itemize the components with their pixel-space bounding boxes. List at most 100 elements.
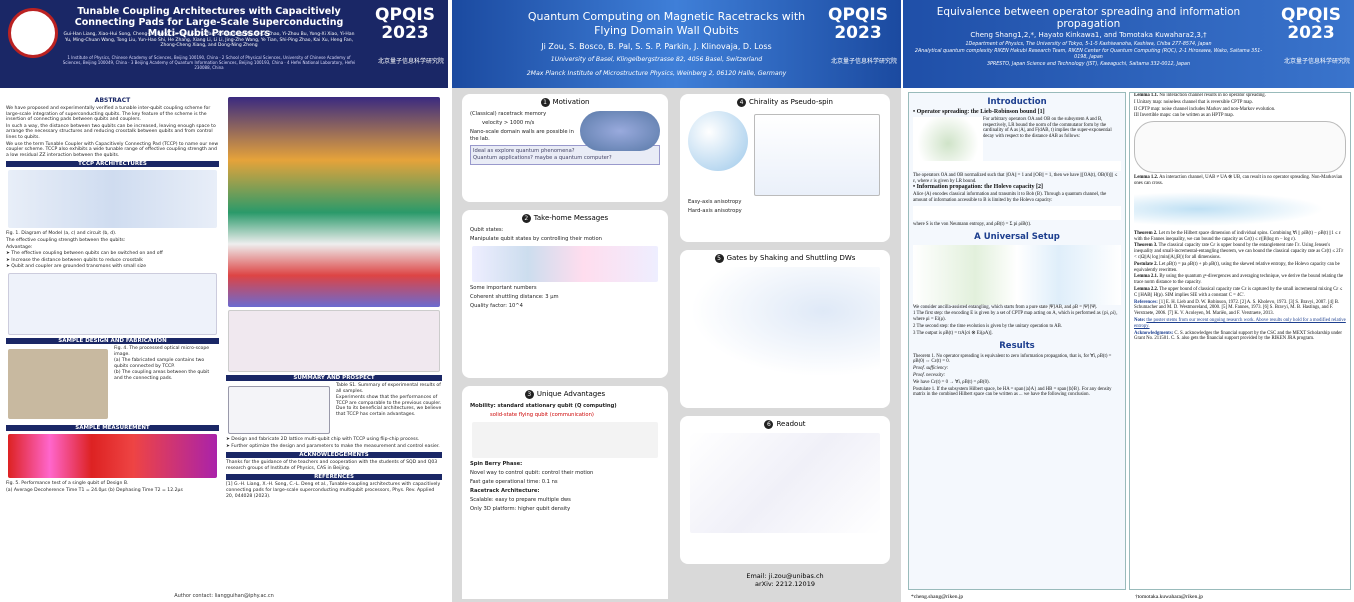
text: ➤ The effective coupling between qubits … [6, 251, 163, 257]
text: Proof. necessity: [913, 372, 946, 378]
panel-number: 3 [524, 390, 534, 399]
heading: Results [999, 340, 1035, 351]
header: Quantum Computing on Magnetic Racetracks… [452, 0, 901, 88]
authors: Gui-Han Liang, Xiao-Hui Song, Cheng-Lin … [63, 32, 355, 48]
header: Tunable Coupling Architectures with Capa… [0, 0, 448, 88]
heading: ACKNOWLEDGEMENTS [226, 452, 442, 459]
text: Spin Berry Phase: [470, 461, 523, 467]
text: • Operator spreading: the Lieb-Robinson … [913, 109, 1045, 115]
text: For arbitrary operators OA and OB on the… [983, 116, 1112, 140]
text: We consider ancilla-assisted entangling,… [913, 304, 1098, 310]
figure [228, 97, 440, 307]
column: 4 Chirality as Pseudo-spin Easy-axis anis… [680, 94, 890, 599]
text: In such a way, the distance between two … [6, 123, 216, 140]
content: Introduction • Operator spreading: the L… [909, 97, 1125, 398]
heading: A Universal Setup [974, 231, 1060, 242]
column: Lemma 1.1. No interaction channel result… [1129, 92, 1351, 590]
org: 北京量子信息科学研究院 [377, 58, 444, 65]
figure [580, 111, 660, 151]
figure [913, 244, 1121, 305]
text: We use the term Tunable Coupler with Cap… [6, 141, 219, 158]
text: Qubit states: [470, 227, 504, 233]
poster: Equivalence between operator spreading a… [903, 0, 1354, 602]
text: Let m be the Hilbert space dimension of … [1134, 230, 1341, 242]
authors: Cheng Shang1,2,*, Hayato Kinkawa1, and T… [970, 31, 1207, 39]
text: Alice (A) encodes classical information … [913, 192, 1107, 203]
panel-heading: 6 Readout [688, 420, 882, 429]
figure [8, 272, 217, 335]
text: solid-state flying qubit (communication) [490, 412, 594, 418]
panel-title: Unique Advantages [536, 390, 606, 398]
text: The effective coupling strength between … [6, 237, 126, 243]
text: The upper bound of classical capacity ra… [1134, 286, 1343, 298]
text: An interaction channel, UAB ≠ UA ⊗ UB, c… [1134, 175, 1343, 186]
text: Thanks for the guidance of the teachers … [226, 460, 438, 471]
heading: ABSTRACT [94, 97, 131, 104]
panel-title: Take-home Messages [533, 214, 609, 222]
text: Fig. 4. The processed optical micro-scop… [114, 345, 210, 357]
text: Theorem 1. No operator spreading is equi… [913, 353, 1112, 365]
figure [472, 246, 658, 282]
text: the poster stems from our recent ongoing… [1134, 317, 1346, 329]
panel-heading: 4 Chirality as Pseudo-spin [688, 98, 882, 107]
text: ➤ Design and fabricate 2D lattice multi-… [226, 437, 420, 442]
heading: SAMPLE MEASUREMENT [6, 424, 219, 431]
panel-number: 2 [521, 214, 531, 223]
text: Quality factor: 10^4 [470, 303, 523, 309]
email: Email: ji.zou@unibas.ch [746, 572, 824, 580]
label: Lemma 1.2. [1134, 175, 1159, 181]
text: (a) The fabricated sample contains two q… [114, 358, 205, 369]
column: ABSTRACT We have proposed and experiment… [6, 94, 219, 592]
label: References: [1134, 299, 1158, 305]
row [688, 111, 882, 199]
logo [8, 8, 58, 58]
label: Lemma 2.2. [1134, 286, 1159, 292]
label: Postulate 2. [1134, 261, 1158, 267]
text: ➤ Qubit and coupler are grounded transmo… [6, 264, 147, 270]
column: Introduction • Operator spreading: the L… [908, 92, 1126, 590]
panel-heading: 3 Unique Advantages [470, 390, 660, 399]
figure [690, 433, 880, 533]
label: Lemma 2.1. [1134, 274, 1159, 280]
figure [690, 267, 880, 377]
footer: Author contact: liangguihan@iphy.ac.cn [174, 593, 274, 599]
badge: QPQIS 2023 [375, 5, 435, 43]
text: Let ρB(t) = pa ρB(t) + pb ρB(t), using t… [1134, 261, 1340, 273]
text: Coherent shuttling distance: 3 μm [470, 294, 559, 300]
panel-heading: 5 Gates by Shaking and Shuttling DWs [688, 254, 882, 263]
text: (a) Average Decoherence Time T1 = 24.0μs… [6, 487, 183, 493]
text: 2 The second step: the time evolution is… [913, 323, 1062, 329]
text: Hard-axis anisotropy [688, 208, 742, 214]
text: Advantage: [6, 244, 33, 250]
text: Some important numbers [470, 285, 537, 291]
figure [688, 111, 748, 171]
text: Nano-scale domain walls are possible in … [470, 129, 574, 142]
text: Fig. 5. Performance test of a single qub… [6, 480, 129, 486]
title: Equivalence between operator spreading a… [936, 6, 1241, 30]
text: • Information propagation: the Holevo ca… [913, 184, 1043, 191]
figure [228, 310, 440, 372]
column: SUMMARY AND PROSPECT Table S1. Summary o… [226, 94, 442, 592]
affiliation: 1Department of Physics, The University o… [965, 42, 1212, 47]
heading: REFERENCES [226, 474, 442, 481]
panel-title: Motivation [552, 98, 590, 106]
badge: QPQIS 2023 [1281, 5, 1341, 43]
contact: †tomotaka.kuwahara@riken.jp [1135, 594, 1203, 600]
panel-heading: 1 Motivation [470, 98, 660, 107]
text: Experiments show that the performances o… [336, 395, 442, 417]
panel: 4 Chirality as Pseudo-spin Easy-axis anis… [680, 94, 890, 242]
title: Tunable Coupling Architectures with Capa… [74, 6, 344, 39]
text: Fig. 1. Diagram of Model (a, c) and circ… [6, 231, 117, 237]
figure [8, 433, 217, 478]
text: 3 The output is ρB(t) = trA[σi ⊗ Ei(ρA)]… [913, 330, 993, 336]
text: velocity > 1000 m/s [482, 120, 535, 126]
poster: Tunable Coupling Architectures with Capa… [0, 0, 448, 602]
text: Proof. sufficiency: [913, 366, 949, 372]
label: Note: [1134, 317, 1146, 323]
text: III Invertible maps: can be written as a… [1134, 113, 1234, 119]
authors: Ji Zou, S. Bosco, B. Pal, S. S. P. Parki… [541, 42, 772, 51]
text: (Classical) racetrack memory [470, 111, 547, 117]
text: Postulate 1. If the subsystem Hilbert sp… [913, 386, 1112, 398]
text: [1] E. H. Lieb and D. W. Robinson, 1972.… [1134, 299, 1340, 317]
panel-title: Chirality as Pseudo-spin [749, 98, 833, 106]
